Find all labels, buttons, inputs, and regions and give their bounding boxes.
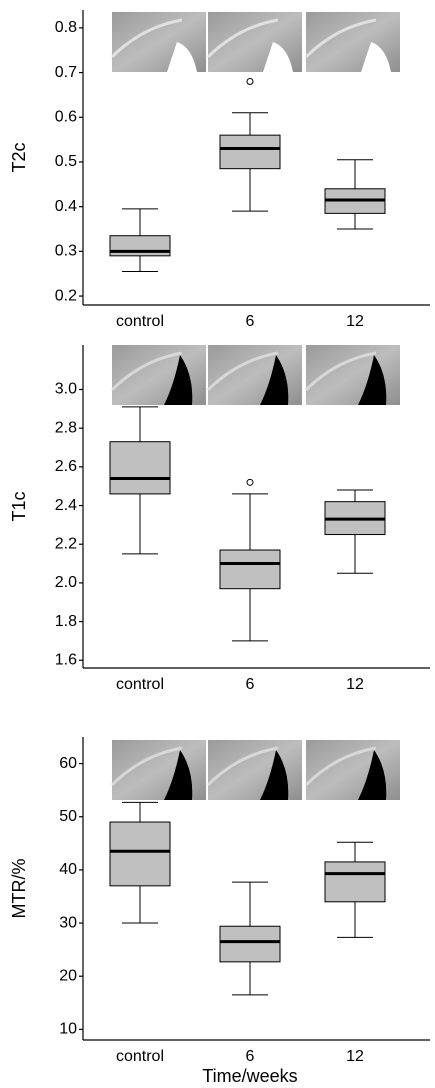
- y-axis-label: T2c: [9, 142, 29, 172]
- y-tick-label: 0.8: [55, 19, 77, 36]
- y-tick-label: 50: [59, 808, 77, 825]
- x-tick-label: control: [116, 313, 164, 330]
- y-axis-label: T1c: [9, 491, 29, 521]
- y-tick-label: 0.7: [55, 64, 77, 81]
- y-tick-label: 40: [59, 861, 77, 878]
- x-tick-label: 6: [246, 313, 255, 330]
- outlier: [247, 79, 253, 85]
- y-tick-label: 60: [59, 755, 77, 772]
- box: [325, 862, 385, 902]
- y-tick-label: 0.3: [55, 243, 77, 260]
- x-tick-label: 6: [246, 1048, 255, 1065]
- y-tick-label: 30: [59, 914, 77, 931]
- box: [110, 442, 170, 494]
- y-tick-label: 0.2: [55, 287, 77, 304]
- y-tick-label: 0.4: [55, 198, 77, 215]
- y-tick-label: 2.4: [55, 497, 77, 514]
- x-tick-label: 12: [346, 676, 364, 693]
- x-tick-label: 6: [246, 676, 255, 693]
- y-tick-label: 0.6: [55, 108, 77, 125]
- y-tick-label: 2.8: [55, 419, 77, 436]
- y-tick-label: 1.6: [55, 651, 77, 668]
- box: [220, 550, 280, 589]
- x-tick-label: 12: [346, 1048, 364, 1065]
- y-tick-label: 20: [59, 967, 77, 984]
- x-tick-label: 12: [346, 313, 364, 330]
- outlier: [247, 479, 253, 485]
- y-tick-label: 10: [59, 1021, 77, 1038]
- x-tick-label: control: [116, 1048, 164, 1065]
- chart: T2c 0.2 0.3 0.4 0.5 0.6 0.7 0.8 control 6 12 T1c 1.6…: [0, 0, 435, 1088]
- y-tick-label: 0.5: [55, 153, 77, 170]
- x-axis-label: Time/weeks: [202, 1066, 297, 1086]
- box: [220, 135, 280, 169]
- y-axis-label: MTR/%: [9, 859, 29, 919]
- y-tick-label: 3.0: [55, 381, 77, 398]
- y-tick-label: 2.0: [55, 574, 77, 591]
- y-tick-label: 2.2: [55, 535, 77, 552]
- y-tick-label: 2.6: [55, 458, 77, 475]
- y-tick-label: 1.8: [55, 613, 77, 630]
- x-tick-label: control: [116, 676, 164, 693]
- box: [220, 926, 280, 962]
- box: [110, 822, 170, 886]
